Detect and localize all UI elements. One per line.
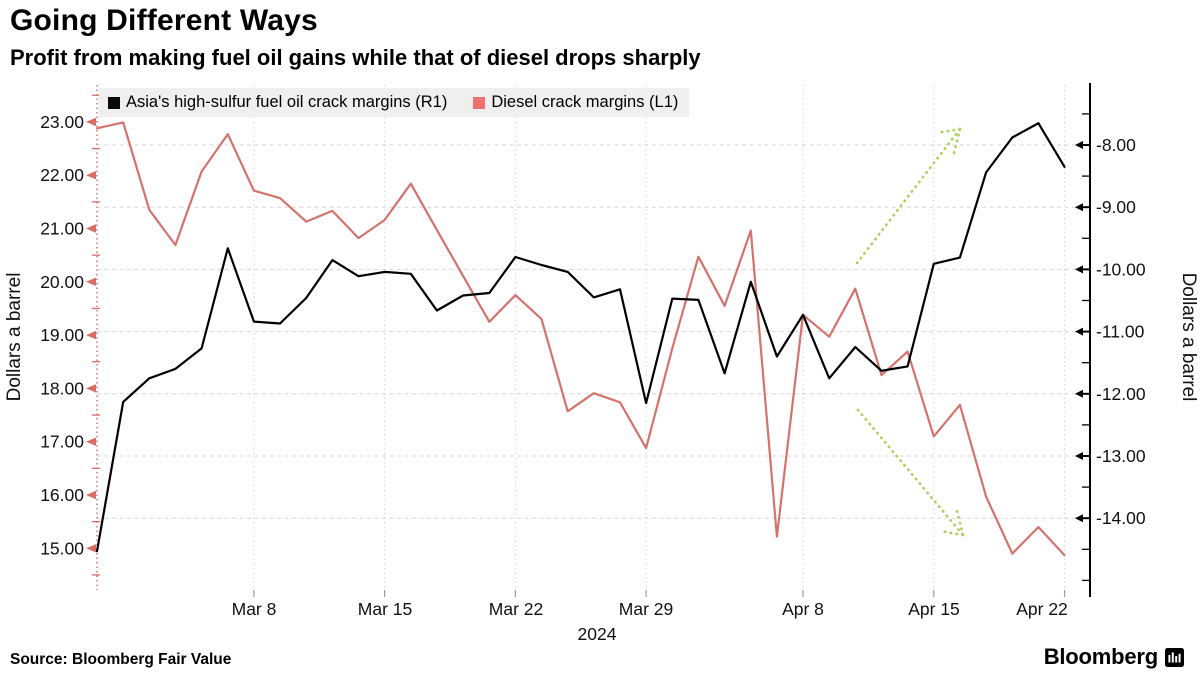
left-axis-arrow-tick bbox=[86, 384, 96, 393]
left-axis-arrow-tick bbox=[86, 171, 96, 180]
left-axis-arrow-tick bbox=[86, 544, 96, 553]
trend-arrow-down-head bbox=[955, 509, 965, 537]
right-axis-arrow-tick bbox=[1075, 514, 1083, 523]
left-axis-title: Dollars a barrel bbox=[4, 273, 25, 402]
right-axis-arrow-tick bbox=[1075, 203, 1083, 212]
y-right-tick-label: -10.00 bbox=[1096, 259, 1146, 279]
bloomberg-wordmark: Bloomberg bbox=[1044, 644, 1184, 670]
y-left-tick-label: 17.00 bbox=[40, 432, 84, 452]
left-axis-arrow-tick bbox=[86, 437, 96, 446]
trend-arrow-down-head bbox=[938, 529, 965, 537]
x-axis-year-label: 2024 bbox=[578, 624, 617, 644]
series-fuel-oil-line bbox=[95, 122, 1066, 553]
y-left-tick-label: 23.00 bbox=[40, 112, 84, 132]
right-axis-arrow-tick bbox=[1075, 141, 1083, 149]
x-tick-label: Mar 22 bbox=[489, 599, 543, 619]
legend-item-label: Asia's high-sulfur fuel oil crack margin… bbox=[126, 93, 448, 111]
y-right-tick-label: -14.00 bbox=[1096, 508, 1146, 528]
right-axis-arrow-tick bbox=[1075, 389, 1083, 398]
left-axis-arrow-tick bbox=[86, 490, 96, 500]
diesel-swatch-icon bbox=[473, 96, 486, 109]
bloomberg-logo-icon bbox=[1165, 647, 1184, 667]
x-tick-label: Apr 22 bbox=[1016, 599, 1068, 619]
y-left-tick-label: 16.00 bbox=[40, 485, 84, 505]
x-tick-label: Apr 8 bbox=[782, 599, 824, 619]
y-left-tick-label: 19.00 bbox=[40, 325, 84, 345]
right-axis-arrow-tick bbox=[1075, 265, 1083, 274]
y-left-tick-label: 22.00 bbox=[40, 165, 84, 185]
x-tick-label: Mar 15 bbox=[358, 599, 412, 619]
legend-item-label: Diesel crack margins (L1) bbox=[491, 93, 679, 111]
y-right-tick-label: -12.00 bbox=[1096, 384, 1146, 404]
left-axis-arrow-tick bbox=[86, 277, 96, 286]
trend-arrow-up-head bbox=[952, 127, 962, 155]
left-axis-arrow-tick bbox=[86, 117, 96, 127]
y-left-tick-label: 18.00 bbox=[40, 378, 84, 398]
x-tick-label: Apr 15 bbox=[908, 599, 960, 619]
series-diesel-line bbox=[95, 121, 1066, 557]
trend-arrow-up-head bbox=[935, 127, 962, 135]
y-right-tick-label: -8.00 bbox=[1096, 135, 1136, 155]
bloomberg-logo-text: Bloomberg bbox=[1043, 644, 1159, 669]
trend-arrow-up bbox=[855, 127, 962, 265]
legend-item-diesel: Diesel crack margins (L1) bbox=[473, 93, 678, 112]
y-right-tick-label: -11.00 bbox=[1096, 322, 1145, 342]
source-credit: Source: Bloomberg Fair Value bbox=[10, 651, 232, 668]
right-axis-arrow-tick bbox=[1075, 452, 1083, 460]
y-left-tick-label: 15.00 bbox=[40, 538, 84, 558]
fuel-oil-swatch-icon bbox=[108, 96, 120, 109]
left-axis-arrow-tick bbox=[86, 224, 96, 233]
right-axis-arrow-tick bbox=[1075, 327, 1083, 336]
chart-legend: Asia's high-sulfur fuel oil crack margin… bbox=[99, 88, 690, 117]
right-axis-title: Dollars a barrel bbox=[1178, 273, 1199, 402]
legend-item-fuel-oil: Asia's high-sulfur fuel oil crack margin… bbox=[108, 93, 447, 112]
page-title: Going Different Ways bbox=[10, 4, 318, 37]
y-left-tick-label: 20.00 bbox=[40, 272, 84, 292]
y-left-tick-label: 21.00 bbox=[40, 219, 84, 239]
y-right-tick-label: -9.00 bbox=[1096, 197, 1136, 217]
x-tick-label: Mar 29 bbox=[619, 599, 673, 619]
left-axis-arrow-tick bbox=[86, 330, 96, 340]
x-tick-label: Mar 8 bbox=[232, 599, 277, 619]
y-right-tick-label: -13.00 bbox=[1096, 446, 1146, 466]
chart-subtitle: Profit from making fuel oil gains while … bbox=[10, 45, 701, 70]
trend-arrow-down bbox=[856, 408, 965, 537]
